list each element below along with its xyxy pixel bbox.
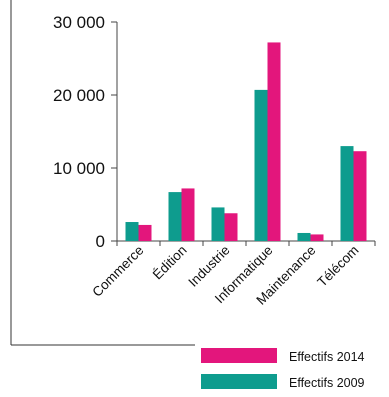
bar-effectifs-2014-industrie <box>224 213 238 241</box>
bar-effectifs-2009-edition <box>168 192 182 241</box>
bar-effectifs-2009-telecom <box>340 146 354 241</box>
y-tick-label: 20 000 <box>53 86 105 105</box>
bar-effectifs-2014-maintenance <box>310 234 324 241</box>
bar-effectifs-2009-industrie <box>211 207 225 241</box>
legend: Effectifs 2014 Effectifs 2009 <box>201 348 365 390</box>
chart-frame <box>10 0 195 346</box>
bar-effectifs-2014-informatique <box>267 42 281 241</box>
bar-effectifs-2014-edition <box>181 188 195 241</box>
x-tick-label-edition: Édition <box>150 243 190 283</box>
legend-label-effectifs-2009: Effectifs 2009 <box>289 376 365 390</box>
x-tick-label-telecom: Télécom <box>314 243 361 290</box>
bar-effectifs-2014-commerce <box>138 224 152 241</box>
bar-effectifs-2009-informatique <box>254 89 268 241</box>
y-tick-label: 30 000 <box>53 13 105 32</box>
bar-effectifs-2009-commerce <box>125 222 139 241</box>
y-tick-label: 0 <box>96 232 105 251</box>
legend-swatch-effectifs-2009 <box>201 374 277 389</box>
bar-effectifs-2014-telecom <box>353 151 367 241</box>
x-tick-label-commerce: Commerce <box>89 243 146 300</box>
legend-swatch-effectifs-2014 <box>201 348 277 363</box>
bars <box>125 42 367 241</box>
legend-label-effectifs-2014: Effectifs 2014 <box>289 350 365 364</box>
bar-effectifs-2009-maintenance <box>297 232 311 241</box>
y-tick-label: 10 000 <box>53 159 105 178</box>
